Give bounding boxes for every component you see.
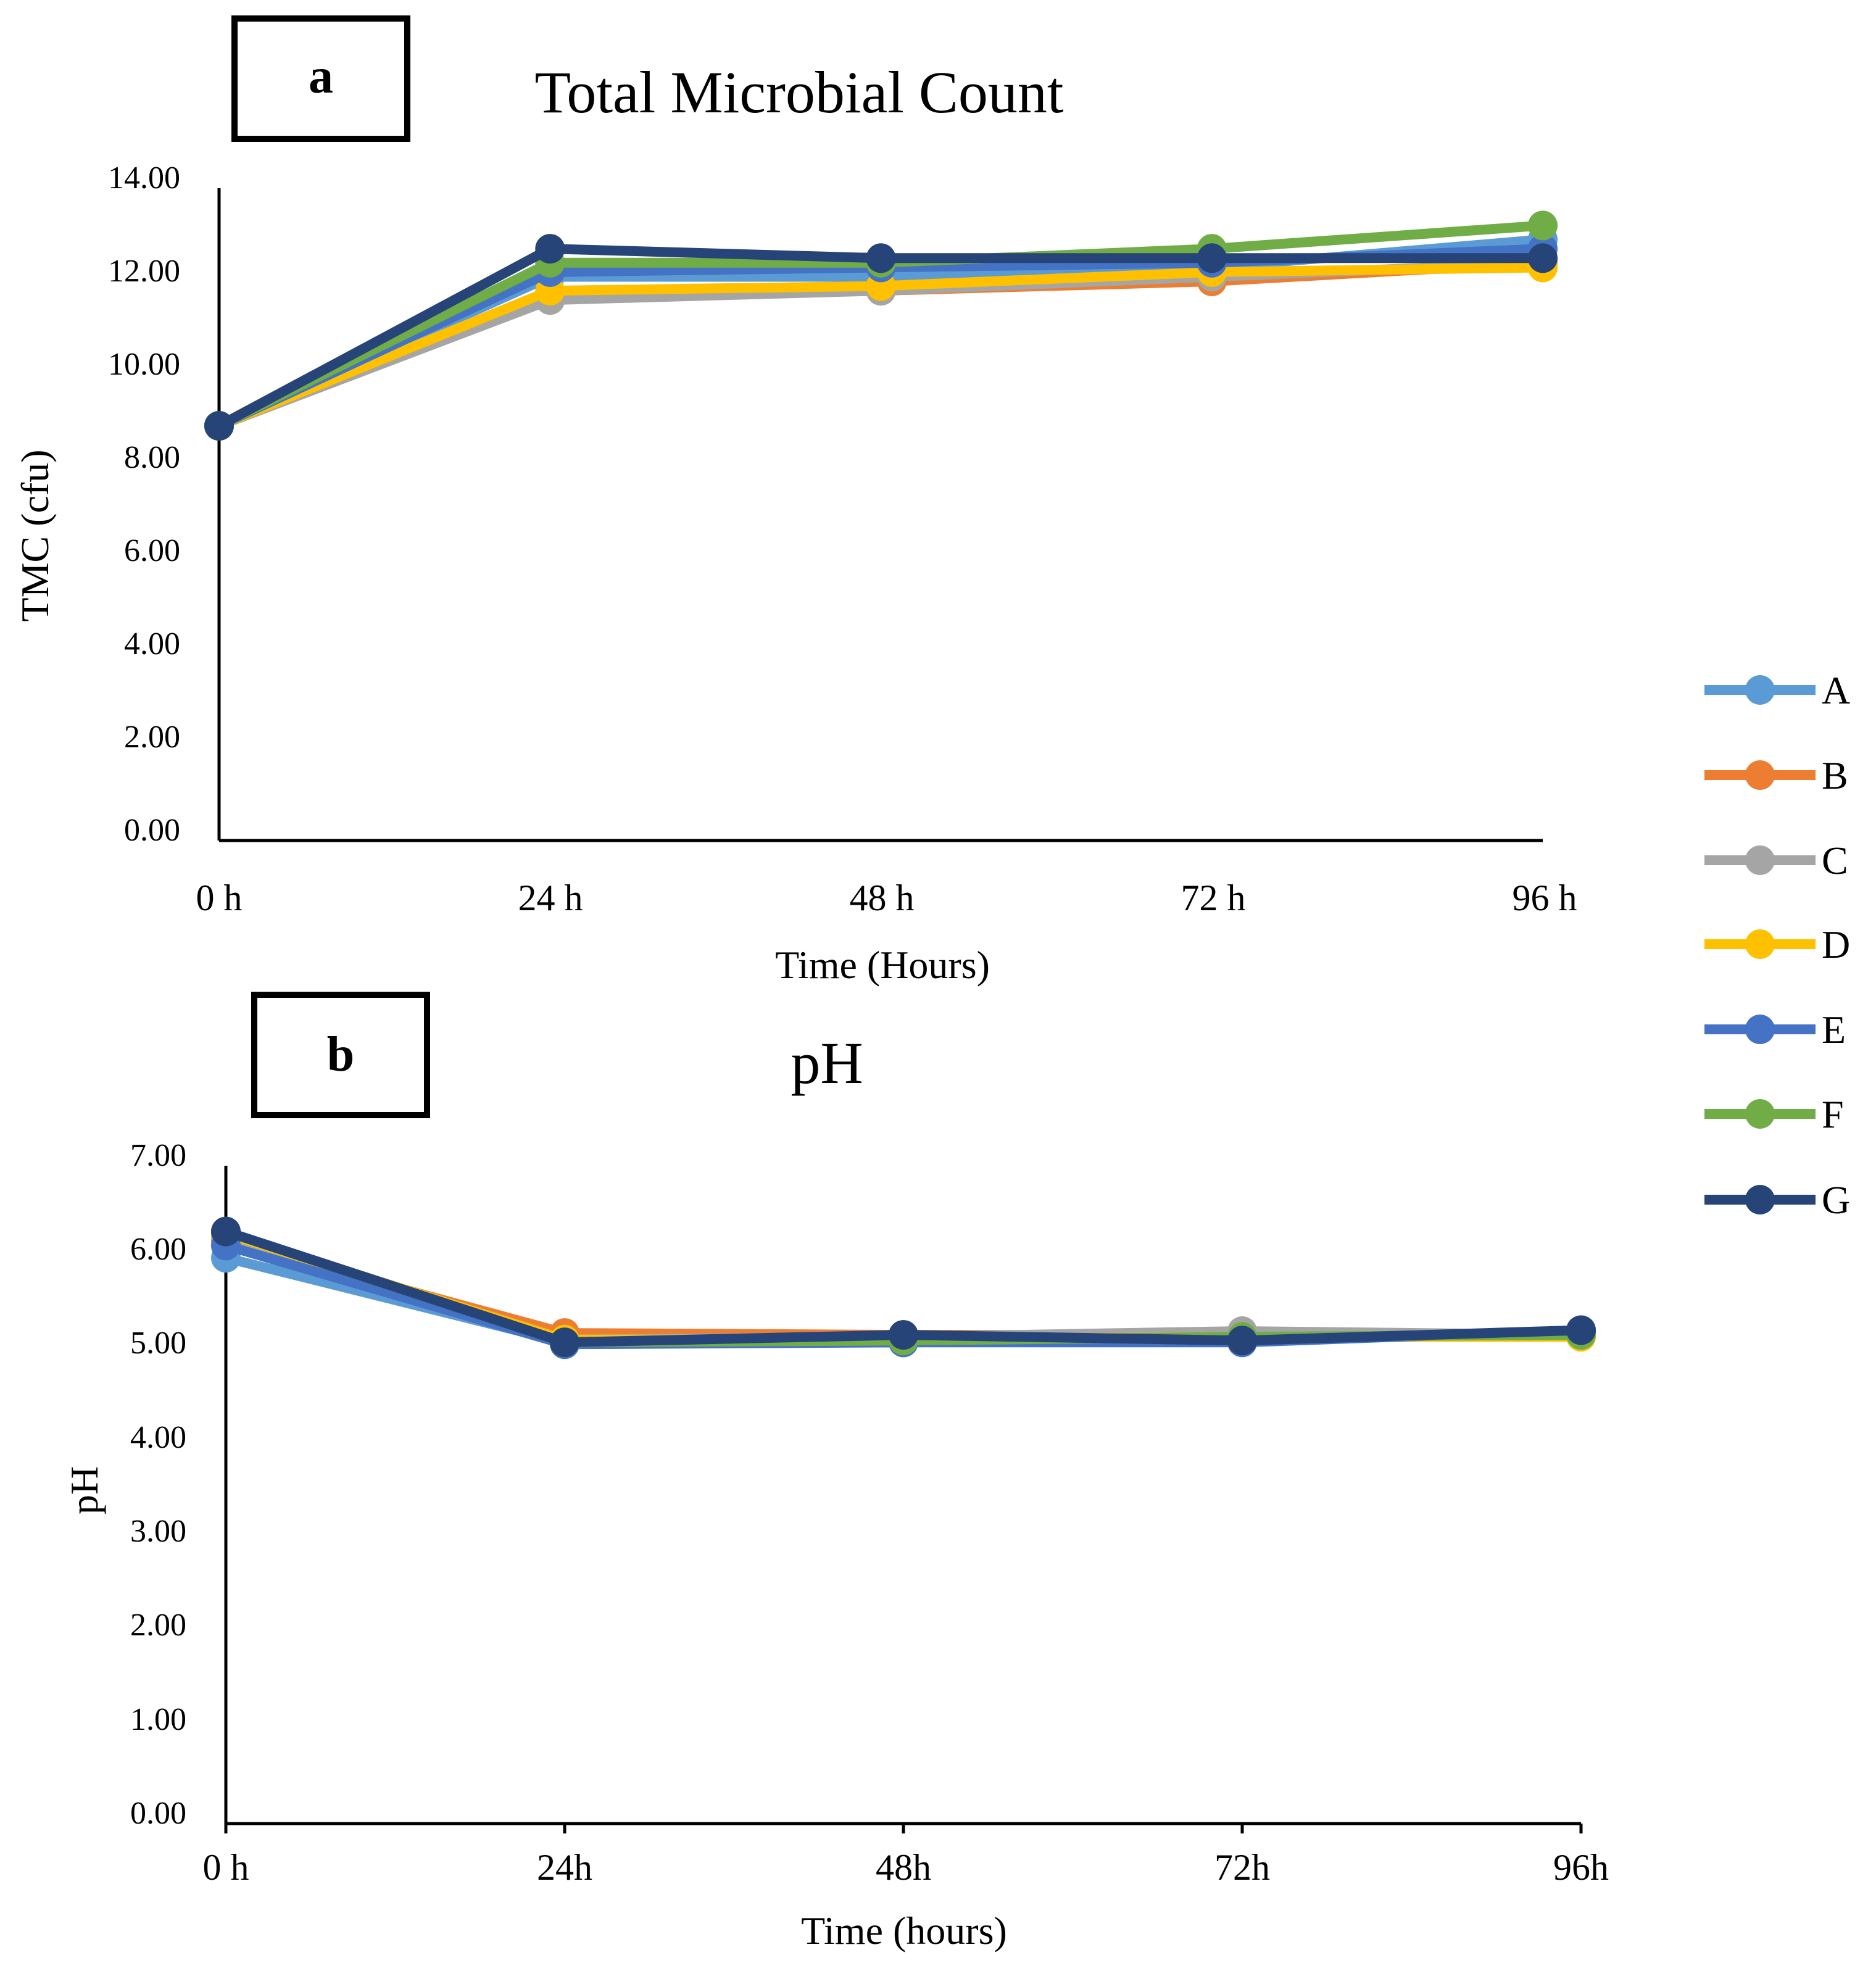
- y-tick-label: 14.00: [108, 160, 180, 196]
- data-point-g: [889, 1320, 918, 1350]
- data-point-g: [866, 243, 896, 273]
- panel-b-y-ticks: 0.00 1.00 2.00 3.00 4.00 5.00 6.00 7.00: [130, 1138, 186, 1831]
- panel-b-title: pH: [791, 1030, 863, 1096]
- legend-label: E: [1822, 1008, 1846, 1052]
- legend-swatch-marker: [1745, 760, 1775, 790]
- data-point-g: [1197, 243, 1227, 273]
- data-point-f: [1528, 210, 1558, 241]
- legend-item-d: D: [1704, 923, 1850, 966]
- panel-b-y-axis-title: pH: [62, 1466, 106, 1514]
- x-tick-label: 72h: [1214, 1847, 1270, 1888]
- legend-item-b: B: [1704, 753, 1848, 797]
- data-point-g: [550, 1327, 579, 1358]
- legend: A B C D E F G: [1704, 668, 1850, 1222]
- x-tick-label: 48h: [876, 1847, 931, 1888]
- panel-b-plot-area: [211, 1166, 1596, 1833]
- legend-label: G: [1822, 1178, 1850, 1222]
- y-tick-label: 0.00: [130, 1796, 186, 1831]
- panel-a-y-ticks: 0.00 2.00 4.00 6.00 8.00 10.00 12.00 14.…: [108, 160, 180, 848]
- y-tick-label: 8.00: [124, 440, 180, 475]
- panel-a-title: Total Microbial Count: [534, 59, 1063, 125]
- legend-item-c: C: [1704, 839, 1848, 882]
- legend-label: C: [1822, 839, 1848, 882]
- y-tick-label: 4.00: [124, 626, 180, 662]
- y-tick-label: 12.00: [108, 254, 180, 289]
- panel-a-y-axis-title: TMC (cfu): [13, 449, 57, 621]
- x-tick-label: 24 h: [518, 878, 583, 918]
- panel-a: a Total Microbial Count 0.00 2.00 4.00 6…: [13, 15, 1577, 987]
- x-tick-label: 24h: [537, 1847, 592, 1888]
- x-tick-label: 48 h: [850, 878, 915, 918]
- data-point-g: [204, 411, 234, 441]
- x-tick-label: 96 h: [1513, 878, 1577, 918]
- legend-label: D: [1822, 923, 1850, 966]
- legend-swatch-marker: [1745, 929, 1775, 959]
- legend-label: A: [1822, 668, 1850, 712]
- data-point-g: [211, 1216, 241, 1247]
- legend-swatch-marker: [1745, 1015, 1775, 1044]
- data-point-g: [535, 234, 565, 264]
- y-tick-label: 6.00: [124, 533, 180, 568]
- data-point-g: [1528, 243, 1558, 273]
- panel-b: b pH 0.00 1.00 2.00 3.00 4.00 5.00 6.00 …: [62, 992, 1609, 1953]
- legend-item-e: E: [1704, 1008, 1846, 1052]
- x-tick-label: 0 h: [203, 1847, 249, 1888]
- y-tick-label: 2.00: [124, 720, 180, 755]
- panel-a-x-axis-title: Time (Hours): [775, 943, 990, 987]
- y-tick-label: 1.00: [130, 1702, 186, 1737]
- x-tick-label: 0 h: [196, 878, 243, 918]
- legend-item-f: F: [1704, 1092, 1844, 1136]
- legend-item-g: G: [1704, 1178, 1850, 1222]
- panel-b-label-box: [251, 992, 430, 1118]
- y-tick-label: 3.00: [130, 1514, 186, 1549]
- legend-swatch-marker: [1745, 845, 1775, 875]
- legend-swatch-marker: [1745, 675, 1775, 705]
- data-point-g: [1566, 1315, 1596, 1345]
- y-tick-label: 0.00: [124, 813, 180, 848]
- y-tick-label: 6.00: [130, 1232, 186, 1267]
- legend-label: F: [1822, 1092, 1844, 1136]
- panel-b-x-ticks: 0 h 24h 48h 72h 96h: [203, 1847, 1609, 1888]
- panel-a-label-box: [231, 15, 410, 142]
- y-tick-label: 4.00: [130, 1420, 186, 1455]
- y-tick-label: 7.00: [130, 1138, 186, 1173]
- y-tick-label: 5.00: [130, 1326, 186, 1361]
- legend-swatch-marker: [1745, 1185, 1775, 1214]
- panel-a-label: a: [309, 49, 333, 104]
- x-tick-label: 72 h: [1181, 878, 1246, 918]
- panel-a-x-ticks: 0 h 24 h 48 h 72 h 96 h: [196, 878, 1577, 918]
- panel-b-x-axis-title: Time (hours): [801, 1909, 1007, 1953]
- legend-label: B: [1822, 753, 1848, 797]
- panel-b-label: b: [327, 1027, 355, 1082]
- legend-swatch-marker: [1745, 1099, 1775, 1129]
- x-tick-label: 96h: [1553, 1847, 1609, 1888]
- y-tick-label: 10.00: [108, 347, 180, 382]
- y-tick-label: 2.00: [130, 1608, 186, 1643]
- legend-item-a: A: [1704, 668, 1850, 712]
- data-point-g: [1227, 1326, 1257, 1356]
- panel-a-plot-area: [204, 188, 1558, 842]
